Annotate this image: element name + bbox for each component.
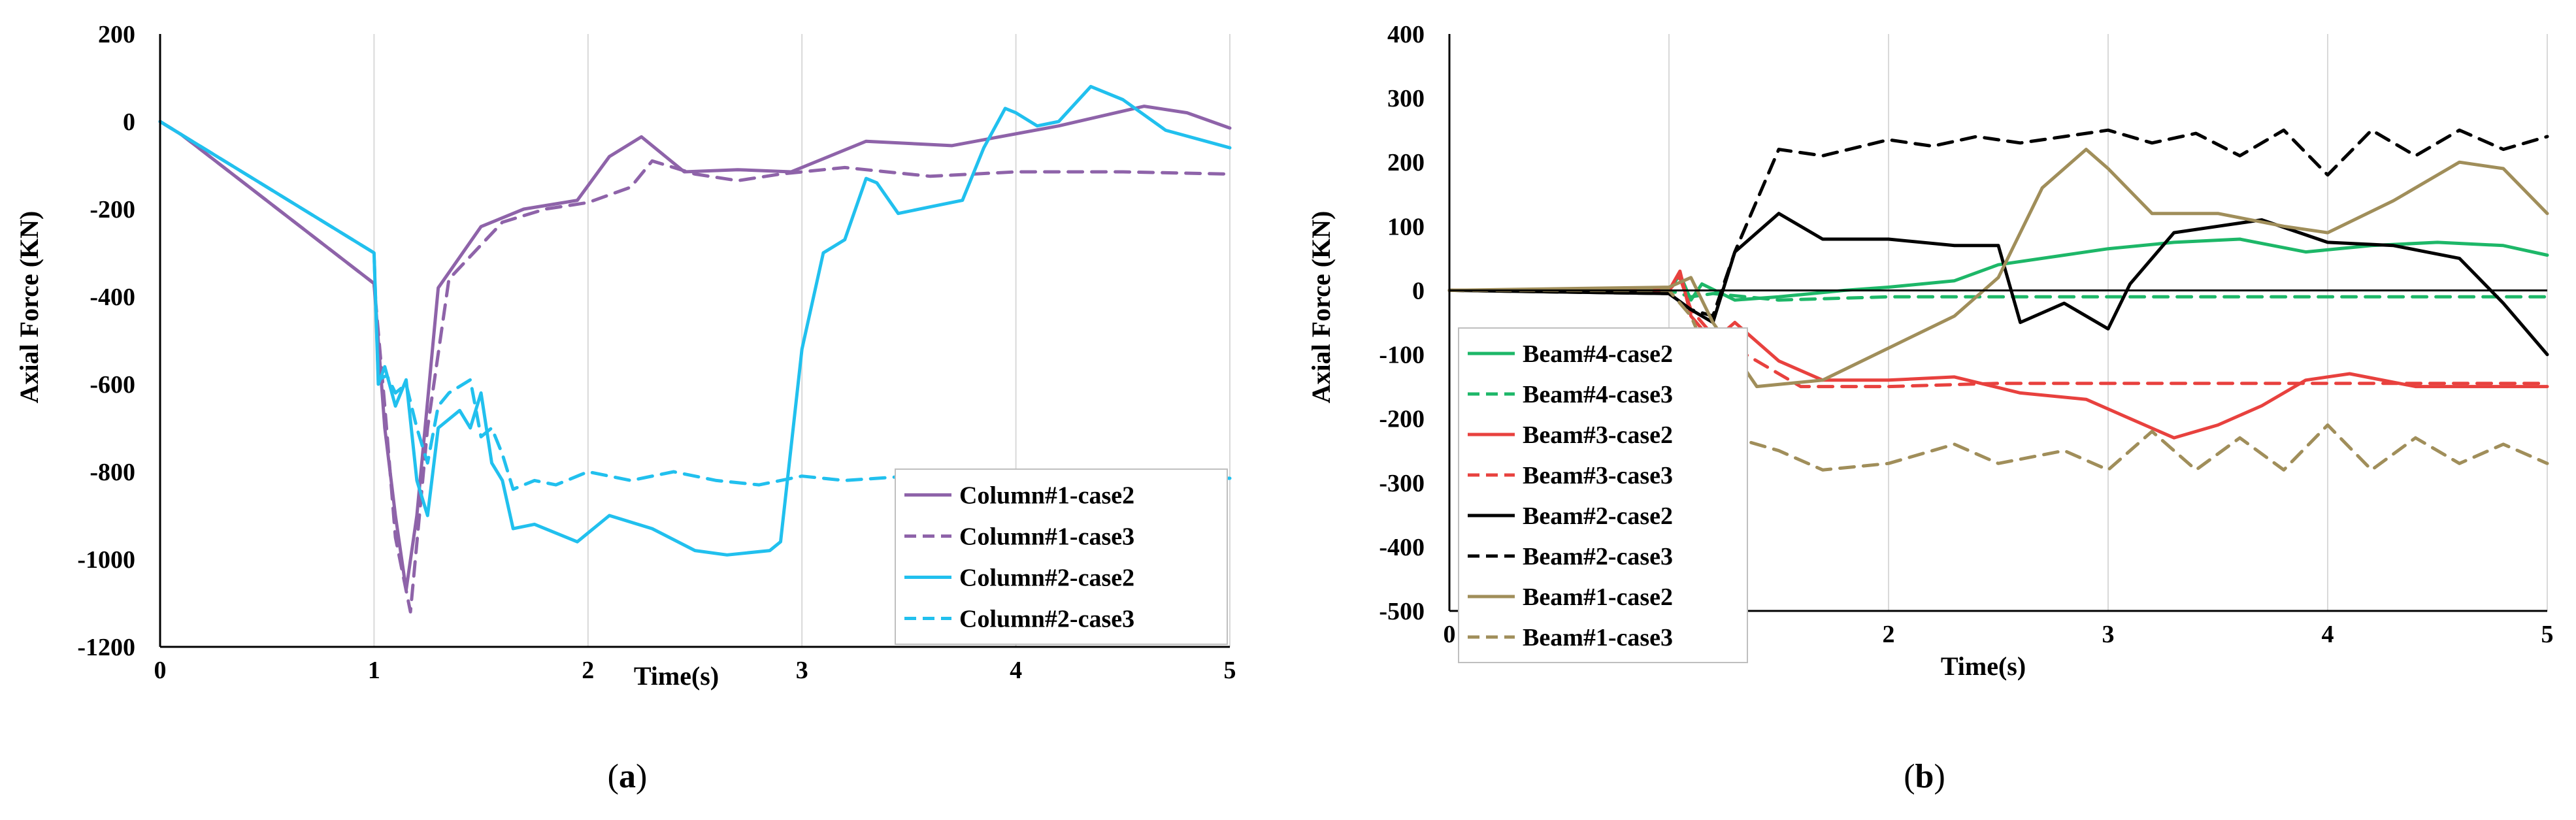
legend-box — [895, 468, 1228, 645]
series-line-beam-3-case2 — [1447, 269, 2549, 440]
x-tick-label: 4 — [2322, 621, 2334, 648]
y-tick-label: -300 — [1379, 470, 1425, 497]
legend-label: Beam#3-case3 — [1523, 462, 1673, 489]
y-tick-label: 400 — [1387, 21, 1425, 48]
y-tick-label: 200 — [1387, 149, 1425, 176]
legend-a: Column#1-case2 Column#1-case3 Column#2-cas… — [895, 468, 1228, 645]
caption-a: (a) — [608, 758, 648, 795]
x-tick-label: 0 — [1444, 621, 1456, 648]
y-tick-label: -600 — [90, 371, 135, 399]
legend-label: Column#2-case3 — [959, 606, 1134, 633]
ylabel-a: Axial Force (KN) — [14, 211, 44, 404]
caption-b: (b) — [1904, 758, 1945, 795]
series-line-beam-1-case3 — [1447, 288, 2549, 472]
tick-labels-b: -500-400-300-200-1000100200300400012345 — [1379, 21, 2553, 648]
caption-a-letter: a — [619, 758, 636, 795]
y-tick-label: -200 — [1379, 406, 1425, 433]
legend-label: Beam#4-case2 — [1523, 340, 1673, 368]
x-tick-label: 4 — [1010, 657, 1022, 684]
series-line-column-1-case3 — [158, 120, 1232, 614]
legend-label: Beam#1-case2 — [1523, 583, 1673, 611]
legend-label: Beam#2-case2 — [1523, 502, 1673, 530]
y-tick-label: 100 — [1387, 213, 1425, 240]
xlabel-b: Time(s) — [1941, 651, 2026, 681]
tick-labels-a: -1200 -1000 -800 -600 -400 -200 0 200 0 1 2 3 4 5 — [77, 21, 1236, 684]
y-tick-label: -1200 — [77, 634, 135, 661]
chart-panel-b: -500-400-300-200-1000100200300400012345 … — [1306, 21, 2554, 795]
xlabel-a: Time(s) — [634, 661, 719, 691]
ylabel-b: Axial Force (KN) — [1306, 211, 1336, 404]
y-tick-label: 0 — [123, 108, 135, 136]
legend-b: Beam#4-case2 Beam#4-case3 Beam#3-case2 Beam… — [1458, 327, 1748, 663]
legend-label: Column#1-case2 — [959, 482, 1134, 510]
legend-label: Beam#2-case3 — [1523, 543, 1673, 570]
legend-label: Beam#4-case3 — [1523, 381, 1673, 408]
x-tick-label: 0 — [154, 657, 167, 684]
series-group-a — [158, 84, 1232, 614]
series-line-column-2-case3 — [158, 120, 1232, 491]
y-tick-label: -400 — [1379, 534, 1425, 561]
y-tick-label: -100 — [1379, 342, 1425, 369]
y-tick-label: -1000 — [77, 546, 135, 574]
x-tick-label: 3 — [796, 657, 808, 684]
y-tick-label: 300 — [1387, 85, 1425, 112]
y-tick-label: -500 — [1379, 598, 1425, 625]
x-tick-label: 2 — [1883, 621, 1895, 648]
x-tick-label: 5 — [2541, 621, 2554, 648]
legend-label: Beam#1-case3 — [1523, 624, 1673, 651]
legend-label: Beam#3-case2 — [1523, 421, 1673, 449]
grid-b — [1668, 34, 2548, 611]
series-line-beam-2-case3 — [1447, 128, 2549, 318]
legend-box — [1458, 327, 1748, 663]
legend-label: Column#1-case3 — [959, 523, 1134, 551]
series-line-beam-2-case2 — [1447, 212, 2549, 357]
y-tick-label: 0 — [1412, 277, 1425, 304]
caption-b-letter: b — [1915, 758, 1934, 795]
x-tick-label: 5 — [1224, 657, 1236, 684]
axes-a — [159, 34, 1230, 648]
x-tick-label: 1 — [368, 657, 380, 684]
y-tick-label: -200 — [90, 196, 135, 223]
legend-label: Column#2-case2 — [959, 565, 1134, 592]
series-group-b — [1447, 128, 2549, 472]
y-tick-label: -400 — [90, 284, 135, 311]
x-tick-label: 3 — [2102, 621, 2115, 648]
series-line-column-2-case2 — [158, 84, 1232, 557]
chart-panel-a: -1200 -1000 -800 -600 -400 -200 0 200 0 1 2 3 4 5 Axi… — [14, 21, 1236, 795]
x-tick-label: 2 — [582, 657, 594, 684]
y-tick-label: -800 — [90, 459, 135, 486]
y-tick-label: 200 — [98, 21, 135, 48]
